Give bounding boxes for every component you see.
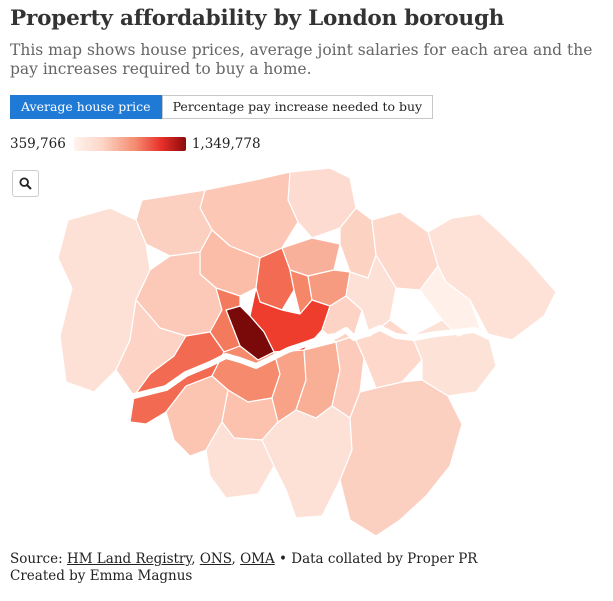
- search-icon: [19, 177, 32, 190]
- legend-max-label: 1,349,778: [191, 136, 261, 152]
- credit-line: Created by Emma Magnus: [10, 568, 193, 584]
- borough-harrow[interactable]: [135, 189, 213, 257]
- map-subtitle: This map shows house prices, average joi…: [10, 41, 593, 78]
- borough-bromley[interactable]: [339, 379, 463, 537]
- link-oma[interactable]: OMA: [240, 551, 275, 567]
- collated-note: • Data collated by Proper PR: [279, 551, 478, 567]
- borough-newham[interactable]: [345, 254, 397, 337]
- color-legend: 359,766 1,349,778: [10, 135, 261, 153]
- link-ons[interactable]: ONS: [199, 551, 232, 567]
- london-borough-map: [57, 167, 557, 537]
- legend-min-label: 359,766: [10, 136, 66, 152]
- source-footer: Source: HM Land Registry, ONS, OMA • Dat…: [10, 551, 477, 585]
- source-label: Source:: [10, 551, 63, 567]
- link-hm-land-registry[interactable]: HM Land Registry: [66, 551, 192, 567]
- source-line: Source: HM Land Registry, ONS, OMA • Dat…: [10, 551, 478, 567]
- river-thames: [131, 325, 499, 399]
- metric-tabs: Average house price Percentage pay incre…: [10, 95, 434, 119]
- map-title: Property affordability by London borough: [10, 6, 505, 31]
- legend-gradient-bar: [73, 137, 186, 151]
- zoom-button[interactable]: [12, 170, 39, 197]
- tab-average-house-price[interactable]: Average house price: [10, 95, 162, 119]
- tab-pay-increase[interactable]: Percentage pay increase needed to buy: [161, 95, 434, 119]
